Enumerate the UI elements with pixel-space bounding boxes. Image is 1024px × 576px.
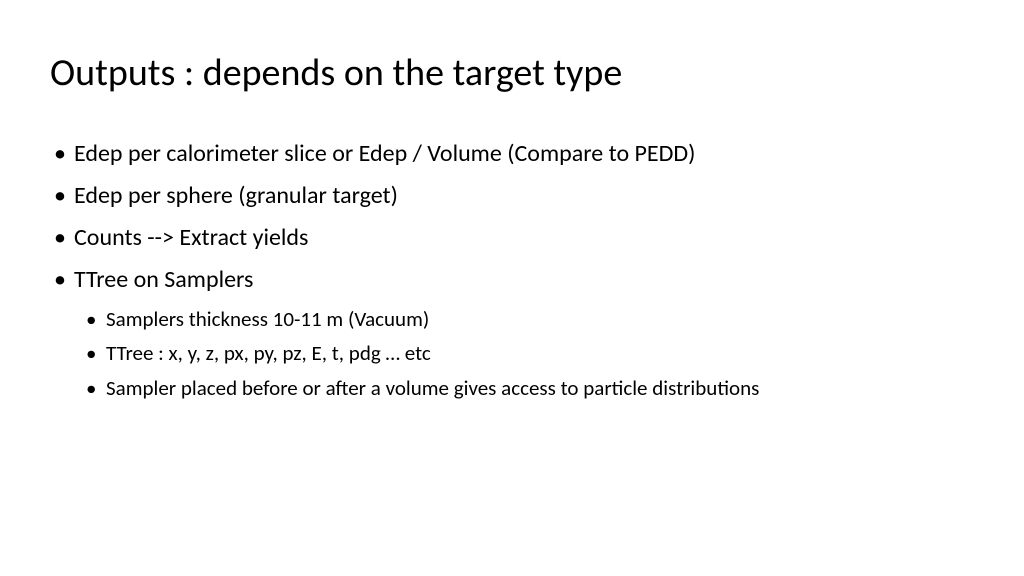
bullet-item: Edep per calorimeter slice or Edep / Vol… xyxy=(50,136,974,172)
bullet-item: Edep per sphere (granular target) xyxy=(50,178,974,214)
sub-bullet-item: Samplers thickness 10-11 m (Vacuum) xyxy=(50,304,974,334)
bullet-item: Counts --> Extract yields xyxy=(50,220,974,256)
slide-title: Outputs : depends on the target type xyxy=(50,50,974,96)
bullet-item: TTree on Samplers xyxy=(50,262,974,298)
sub-bullet-item: Sampler placed before or after a volume … xyxy=(50,373,974,403)
sub-bullet-item: TTree : x, y, z, px, py, pz, E, t, pdg …… xyxy=(50,338,974,368)
sub-bullet-list: Samplers thickness 10-11 m (Vacuum) TTre… xyxy=(50,304,974,403)
main-bullet-list: Edep per calorimeter slice or Edep / Vol… xyxy=(50,136,974,298)
